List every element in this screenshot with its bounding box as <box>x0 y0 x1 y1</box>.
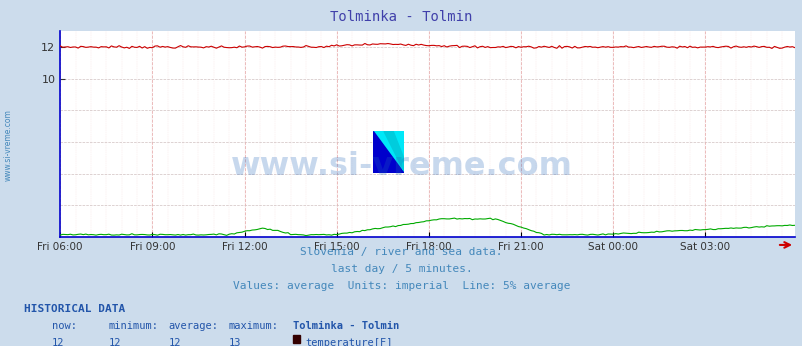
Text: minimum:: minimum: <box>108 321 158 331</box>
Polygon shape <box>373 131 403 173</box>
Text: 12: 12 <box>52 338 65 346</box>
Polygon shape <box>373 131 403 173</box>
Text: last day / 5 minutes.: last day / 5 minutes. <box>330 264 472 274</box>
Text: temperature[F]: temperature[F] <box>305 338 392 346</box>
Text: Tolminka - Tolmin: Tolminka - Tolmin <box>330 10 472 24</box>
Text: www.si-vreme.com: www.si-vreme.com <box>3 109 13 181</box>
Text: HISTORICAL DATA: HISTORICAL DATA <box>24 304 125 315</box>
Text: average:: average: <box>168 321 218 331</box>
Text: Values: average  Units: imperial  Line: 5% average: Values: average Units: imperial Line: 5%… <box>233 281 569 291</box>
Polygon shape <box>383 131 403 171</box>
Text: now:: now: <box>52 321 77 331</box>
Text: Tolminka - Tolmin: Tolminka - Tolmin <box>293 321 399 331</box>
Text: 12: 12 <box>108 338 121 346</box>
Text: Slovenia / river and sea data.: Slovenia / river and sea data. <box>300 247 502 257</box>
Text: maximum:: maximum: <box>229 321 278 331</box>
Text: www.si-vreme.com: www.si-vreme.com <box>230 151 572 182</box>
Text: 12: 12 <box>168 338 181 346</box>
Text: 13: 13 <box>229 338 241 346</box>
Bar <box>293 335 300 343</box>
